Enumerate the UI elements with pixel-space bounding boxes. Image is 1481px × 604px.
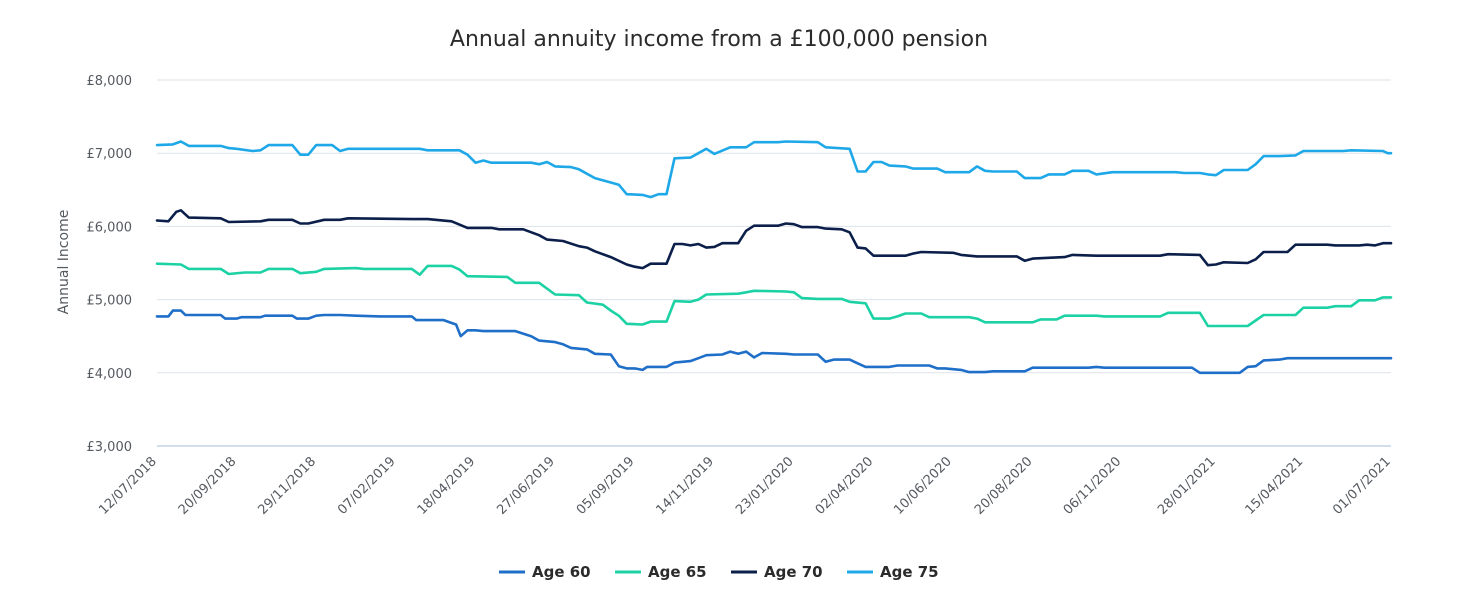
- legend-label: Age 75: [880, 563, 939, 581]
- x-tick-label: 27/06/2019: [494, 454, 558, 518]
- y-tick-label: £8,000: [87, 74, 133, 89]
- y-axis-ticks: £3,000 £4,000 £5,000 £6,000 £7,000 £8,000: [87, 74, 133, 455]
- x-tick-label: 10/06/2020: [891, 454, 955, 518]
- x-tick-label: 01/07/2021: [1330, 454, 1394, 518]
- y-axis-label: Annual Income: [56, 210, 72, 315]
- x-tick-label: 12/07/2018: [96, 454, 160, 518]
- x-tick-label: 20/09/2018: [176, 454, 240, 518]
- series-line-age-75: [155, 140, 1393, 199]
- x-tick-label: 28/01/2021: [1155, 454, 1219, 518]
- series-lines: [155, 140, 1393, 375]
- x-tick-label: 14/11/2019: [654, 454, 718, 518]
- x-tick-label: 15/04/2021: [1243, 454, 1307, 518]
- y-tick-label: £5,000: [87, 294, 133, 309]
- x-tick-label: 06/11/2020: [1061, 454, 1125, 518]
- series-line-age-70: [155, 209, 1393, 270]
- legend-label: Age 70: [764, 563, 823, 581]
- y-tick-label: £4,000: [87, 367, 133, 382]
- legend-label: Age 65: [648, 563, 707, 581]
- y-tick-label: £6,000: [87, 220, 133, 235]
- chart-title: Annual annuity income from a £100,000 pe…: [450, 27, 988, 52]
- x-axis-ticks: 12/07/2018 20/09/2018 29/11/2018 07/02/2019…: [96, 454, 1394, 518]
- x-tick-label: 02/04/2020: [813, 454, 877, 518]
- x-tick-label: 20/08/2020: [972, 454, 1036, 518]
- x-tick-label: 23/01/2020: [733, 454, 797, 518]
- gridlines: [157, 79, 1391, 447]
- series-line-age-65: [155, 262, 1393, 328]
- x-tick-label: 18/04/2019: [415, 454, 479, 518]
- series-line-age-60: [155, 309, 1393, 375]
- legend: Age 60 Age 65 Age 70 Age 75: [499, 563, 939, 581]
- legend-label: Age 60: [532, 563, 591, 581]
- y-tick-label: £3,000: [87, 440, 133, 455]
- y-tick-label: £7,000: [87, 147, 133, 162]
- x-tick-label: 07/02/2019: [335, 454, 399, 518]
- x-tick-label: 05/09/2019: [574, 454, 638, 518]
- x-tick-label: 29/11/2018: [255, 454, 319, 518]
